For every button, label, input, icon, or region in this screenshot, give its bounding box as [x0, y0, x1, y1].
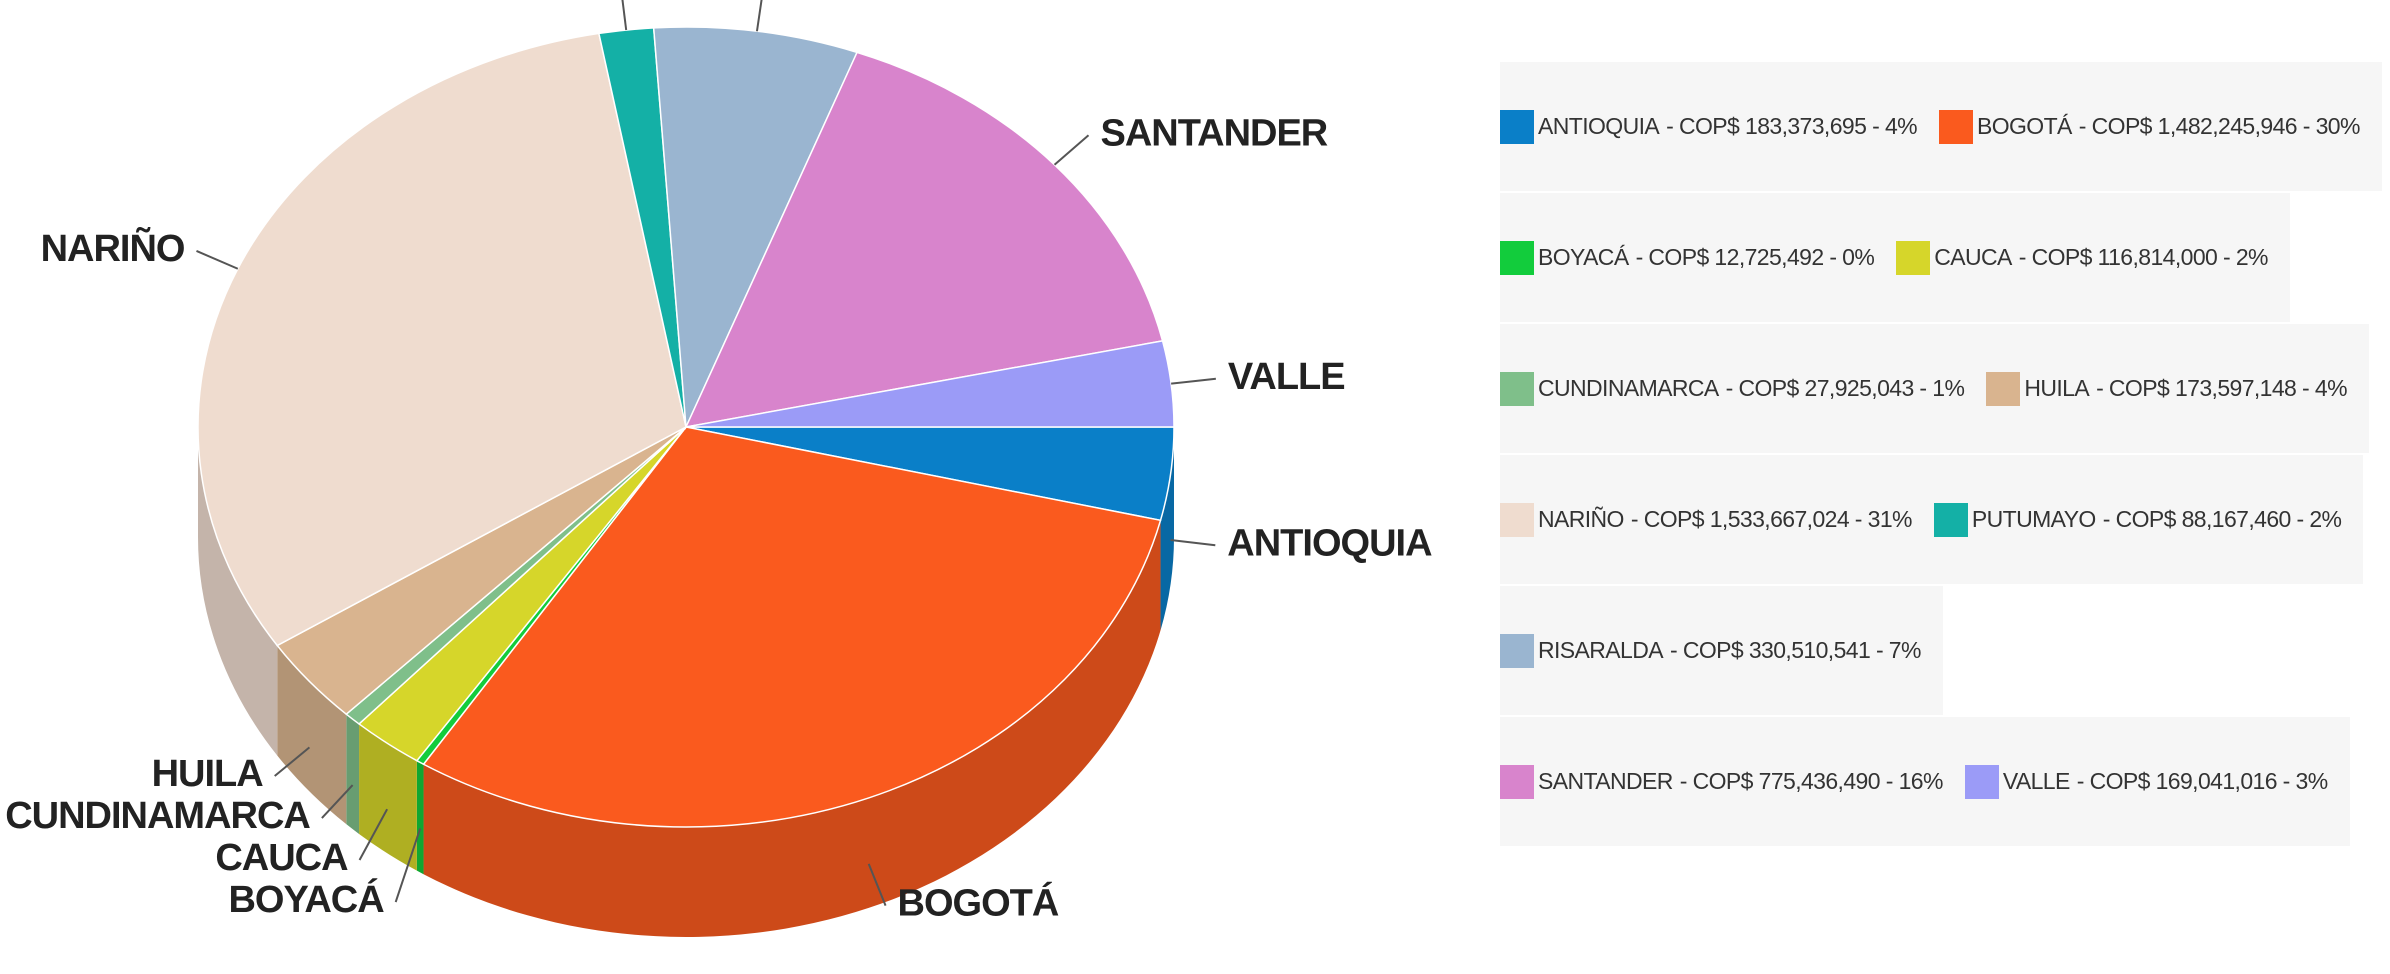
legend-value: - COP$ 1,482,245,946 - 30%	[2078, 113, 2361, 139]
legend-swatch	[1500, 109, 1534, 144]
legend-label: BOYACÁ	[1538, 244, 1629, 270]
slice-label: NARIÑO	[41, 226, 185, 270]
slice-label: SANTANDER	[1101, 112, 1328, 154]
legend-label: PUTUMAYO	[1971, 506, 2096, 532]
legend-value: - COP$ 183,373,695 - 4%	[1666, 113, 1917, 139]
legend-item: RISARALDA - COP$ 330,510,541 - 7%	[1500, 586, 1943, 717]
pie-chart: ANTIOQUIA BOGOTÁ BOYACÁCAUCACUNDINAMARCAHU…	[5, 0, 1433, 937]
legend-value: - COP$ 775,436,490 - 16%	[1679, 768, 1944, 794]
slice	[422, 426, 1162, 828]
legend-item: ANTIOQUIA - COP$ 183,373,695 - 4%	[1500, 62, 1939, 193]
legend-label: CUNDINAMARCA	[1538, 375, 1719, 401]
legend-value: - COP$ 1,533,667,024 - 31%	[1630, 506, 1913, 532]
slice-label: ANTIOQUIA	[1227, 522, 1432, 564]
pie-sides	[198, 427, 1174, 937]
slice-label: CAUCA	[215, 837, 348, 879]
leader-line	[1170, 538, 1216, 547]
legend-value: - COP$ 88,167,460 - 2%	[2102, 506, 2342, 532]
legend-item: CUNDINAMARCA - COP$ 27,925,043 - 1%	[1500, 324, 1987, 455]
legend-swatch	[1896, 240, 1931, 275]
slice	[197, 32, 687, 647]
slice-label: HUILA	[152, 753, 264, 795]
legend-swatch	[1964, 764, 1999, 799]
slice-side	[346, 714, 360, 834]
legend-label: BOGOTÁ	[1976, 113, 2072, 139]
legend-value: - COP$ 173,597,148 - 4%	[2096, 375, 2347, 401]
slice	[685, 340, 1175, 428]
legend-swatch	[1500, 764, 1534, 799]
legend-item: VALLE - COP$ 169,041,016 - 3%	[1964, 717, 2350, 848]
leader-line	[321, 784, 354, 819]
legend-value: - COP$ 116,814,000 - 2%	[2018, 244, 2269, 270]
legend-item: BOYACÁ - COP$ 12,725,492 - 0%	[1500, 193, 1897, 324]
legend-item: HUILA - COP$ 173,597,148 - 4%	[1986, 324, 2369, 455]
leader-line	[1171, 377, 1216, 385]
pie-tops	[197, 26, 1175, 828]
legend-label: VALLE	[2002, 768, 2071, 794]
legend-value: - COP$ 27,925,043 - 1%	[1725, 375, 1965, 401]
leader-line	[867, 863, 887, 907]
legend-swatch	[1986, 371, 2021, 406]
legend-swatch	[1500, 502, 1534, 537]
legend-value: - COP$ 169,041,016 - 3%	[2076, 768, 2328, 794]
slice-label: CUNDINAMARCA	[5, 795, 310, 837]
leader-line	[358, 808, 388, 861]
legend-swatch	[1500, 240, 1534, 275]
leader-line	[274, 746, 311, 777]
legend-label: SANTANDER	[1538, 768, 1673, 794]
legend-label: RISARALDA	[1538, 637, 1664, 663]
leader-line	[1053, 134, 1090, 166]
legend-label: HUILA	[2024, 375, 2090, 401]
legend-swatch	[1500, 633, 1534, 668]
leader-line	[621, 0, 628, 31]
slice-side	[277, 645, 347, 825]
legend-item: BOGOTÁ - COP$ 1,482,245,946 - 30%	[1938, 62, 2382, 193]
legend-label: CAUCA	[1934, 244, 2012, 270]
legend-item: PUTUMAYO - COP$ 88,167,460 - 2%	[1933, 455, 2364, 586]
slice-label: BOGOTÁ	[898, 881, 1059, 925]
slice-side	[423, 520, 1161, 937]
legend-label: NARIÑO	[1538, 506, 1624, 532]
slice-label: RISARALDA	[775, 0, 990, 6]
slice-label: PUTUMAYO	[403, 0, 609, 4]
legend-value: - COP$ 330,510,541 - 7%	[1669, 637, 1921, 663]
legend-value: - COP$ 12,725,492 - 0%	[1635, 244, 1875, 270]
slice	[684, 51, 1164, 428]
slice-side	[416, 760, 424, 875]
legend-swatch	[1933, 502, 1968, 537]
slice-label: VALLE	[1228, 356, 1345, 398]
legend-label: ANTIOQUIA	[1538, 113, 1660, 139]
legend-swatch	[1500, 371, 1534, 406]
leader-line	[755, 0, 763, 32]
leader-line	[196, 250, 239, 270]
legend-item: CAUCA - COP$ 116,814,000 - 2%	[1896, 193, 2290, 324]
legend: ANTIOQUIA - COP$ 183,373,695 - 4% BOGOTÁ - …	[1500, 62, 2390, 848]
legend-swatch	[1938, 109, 1973, 144]
slice	[652, 26, 859, 430]
legend-item: NARIÑO - COP$ 1,533,667,024 - 31%	[1500, 455, 1934, 586]
leader-line	[394, 828, 422, 903]
slice-side	[198, 427, 278, 756]
slice-label: BOYACÁ	[228, 877, 384, 921]
legend-item: SANTANDER - COP$ 775,436,490 - 16%	[1500, 717, 1965, 848]
